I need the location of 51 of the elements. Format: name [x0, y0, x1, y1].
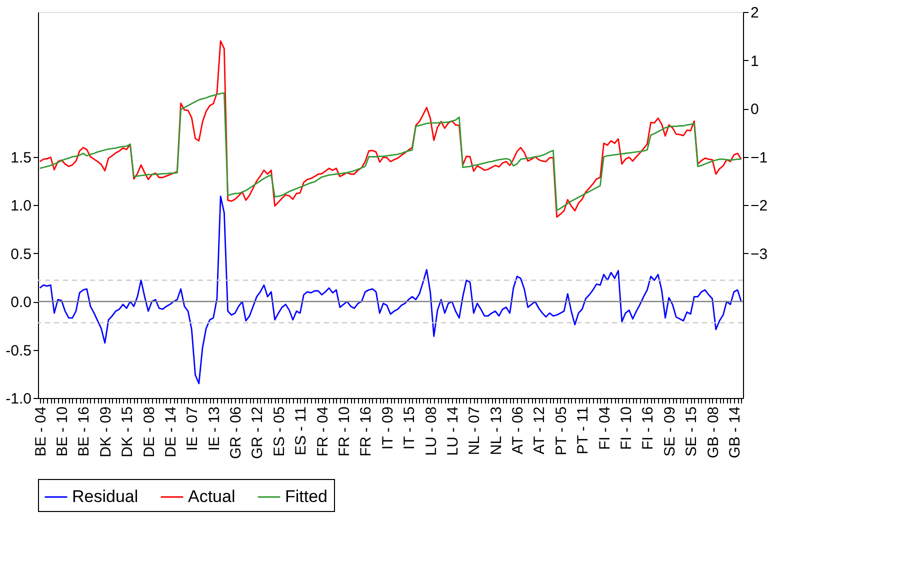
x-tick-label: GR - 12 — [249, 406, 266, 460]
x-tick-label: GB - 14 — [726, 406, 744, 458]
x-tick-label: DE - 08 — [140, 406, 158, 458]
x-tick-label: NL - 13 — [488, 406, 505, 456]
x-tick-label: BE - 04 — [32, 406, 50, 457]
y2-tick-label: −3 — [750, 246, 768, 263]
x-tick-label: IT - 15 — [401, 406, 418, 450]
x-tick-label: SE - 09 — [661, 406, 678, 457]
x-tick-label: PT - 11 — [574, 406, 592, 454]
x-tick-label: FR - 04 — [314, 406, 332, 457]
x-tick-label: SE - 15 — [683, 406, 700, 457]
x-tick-label: FR - 16 — [358, 406, 375, 457]
y2-tick-label: 1 — [750, 52, 759, 70]
x-tick-label: FI - 10 — [618, 406, 635, 450]
x-tick-label: AT - 06 — [510, 406, 527, 454]
x-tick-label: ES - 05 — [270, 406, 288, 457]
x-tick-label: BE - 16 — [76, 406, 93, 457]
x-tick-label: DE - 14 — [162, 406, 180, 458]
y-tick-label: 1.5 — [10, 149, 32, 166]
x-tick-label: FI - 16 — [640, 406, 657, 450]
y-tick-label: -0.5 — [6, 342, 32, 360]
line-series — [39, 40, 742, 218]
legend-label: Actual — [188, 487, 236, 506]
x-tick-label: GB - 08 — [704, 406, 722, 458]
x-tick-label: NL - 07 — [466, 406, 484, 456]
y-tick-label: -1.0 — [6, 390, 32, 408]
y-tick-label: 0.0 — [10, 294, 32, 311]
y-tick-label: 0.5 — [10, 246, 32, 263]
y2-tick-label: 0 — [750, 101, 759, 118]
x-tick-label: FI - 04 — [596, 406, 614, 450]
x-tick-label: BE - 10 — [54, 406, 71, 457]
x-tick-label: ES - 11 — [292, 406, 310, 456]
legend-label: Fitted — [285, 487, 328, 506]
y-tick-label: 1.0 — [10, 198, 32, 214]
x-tick-label: GR - 06 — [228, 406, 245, 460]
x-tick-label: DK - 09 — [97, 406, 114, 458]
x-tick-label: IT - 09 — [379, 406, 396, 450]
legend-label: Residual — [72, 487, 138, 506]
x-tick-label: LU - 14 — [444, 406, 462, 456]
x-tick-label: LU - 08 — [422, 406, 440, 456]
y2-tick-label: −2 — [750, 198, 768, 214]
x-tick-label: IE - 07 — [184, 406, 202, 451]
x-tick-label: AT - 12 — [531, 406, 548, 454]
x-tick-label: FR - 10 — [336, 406, 353, 457]
line-series — [39, 92, 742, 212]
line-series — [39, 196, 742, 384]
x-tick-label: PT - 05 — [552, 406, 570, 456]
y2-tick-label: −1 — [750, 149, 768, 166]
x-tick-label: DK - 15 — [119, 406, 136, 458]
x-tick-label: IE - 13 — [206, 406, 223, 451]
y2-tick-label: 2 — [750, 4, 759, 22]
